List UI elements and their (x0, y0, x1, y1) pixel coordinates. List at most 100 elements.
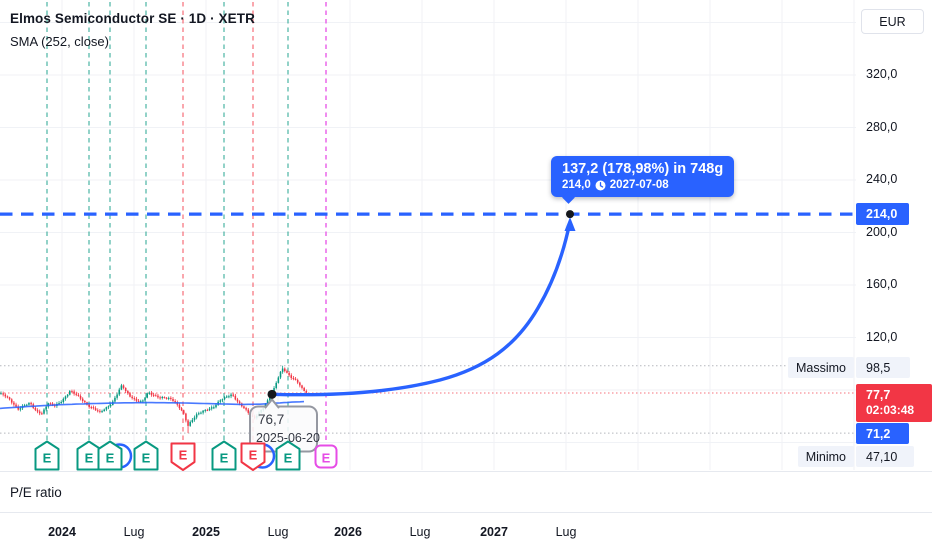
projection-start-price: 76,7 (258, 412, 284, 427)
projection-points-layer (267, 210, 574, 399)
candle-body (120, 385, 123, 390)
candle-body (174, 401, 176, 403)
candle-body (200, 412, 202, 414)
time-axis-label[interactable]: 2026 (334, 525, 362, 539)
candle-body (238, 401, 241, 404)
candle-body (303, 387, 305, 391)
earnings-badge-beat[interactable]: E (133, 440, 159, 471)
candle-body (43, 409, 45, 414)
candle-body (58, 403, 60, 405)
candle-body (299, 382, 301, 386)
candle-body (204, 409, 207, 411)
candle-body (0, 393, 2, 395)
earnings-badge-miss[interactable]: E (170, 442, 196, 471)
projection-start-point[interactable] (267, 389, 277, 399)
candle-body (124, 387, 127, 392)
time-axis-label[interactable]: Lug (267, 525, 289, 539)
clock-icon (595, 180, 606, 190)
candle-body (38, 411, 41, 414)
candle-body (215, 404, 217, 408)
candle-body (77, 394, 80, 397)
candle-body (225, 396, 228, 398)
candle-body (198, 413, 200, 415)
candle-body (301, 385, 303, 388)
candle-body (49, 403, 52, 405)
candle-body (213, 407, 215, 409)
currency-button[interactable]: EUR (861, 9, 924, 34)
time-axis-label[interactable]: Lug (409, 525, 431, 539)
candle-body (191, 419, 194, 423)
time-axis-label[interactable]: 2024 (48, 525, 76, 539)
price-level-lines-layer (0, 365, 856, 434)
candle-body (210, 407, 213, 409)
projection-arrowhead (564, 217, 576, 231)
projection-start-label-tail (264, 397, 280, 409)
candle-body (180, 408, 183, 411)
candle-body (189, 422, 191, 426)
earnings-badge-upcoming[interactable]: E (314, 444, 338, 469)
earnings-badge-letter: E (322, 451, 331, 466)
candle-body (71, 391, 73, 393)
candle-body (36, 410, 39, 412)
time-axis-label[interactable]: 2025 (192, 525, 220, 539)
candle-body (247, 409, 250, 413)
candle-body (163, 397, 166, 399)
earnings-event-lines-layer (46, 2, 327, 441)
candle-body (13, 402, 15, 405)
time-axis-label[interactable]: Lug (555, 525, 577, 539)
earnings-badge-miss[interactable]: E (240, 442, 276, 471)
candle-body (139, 401, 142, 403)
pe-ratio-pane-label[interactable]: P/E ratio (10, 485, 62, 500)
candle-body (26, 404, 28, 406)
earnings-beat-shape (211, 440, 237, 471)
candlestick-series[interactable] (0, 365, 308, 434)
candle-body (159, 397, 161, 399)
candle-body (131, 396, 133, 399)
candle-body (182, 410, 185, 414)
time-axis-label[interactable]: Lug (123, 525, 145, 539)
candle-body (305, 390, 308, 393)
candle-body (288, 372, 290, 376)
indicator-legend-sma[interactable]: SMA (252, close) (10, 34, 109, 49)
projection-end-point[interactable] (566, 210, 574, 219)
projection-target-date: 2027-07-08 (609, 179, 669, 191)
earnings-badge-beat[interactable]: E (97, 440, 133, 471)
candle-body (144, 397, 146, 401)
candle-body (284, 368, 286, 372)
earnings-badge-letter: E (220, 451, 229, 466)
candle-body (290, 375, 293, 378)
earnings-badge-beat[interactable]: E (275, 440, 301, 471)
earnings-miss-shape (240, 442, 266, 471)
candle-body (118, 389, 121, 395)
candle-body (109, 405, 112, 407)
candle-body (167, 397, 170, 399)
grid-layer (0, 0, 856, 470)
candle-body (122, 385, 125, 388)
pane-separator[interactable] (0, 471, 932, 472)
earnings-badge-letter: E (142, 451, 151, 466)
earnings-badge-beat[interactable]: E (76, 440, 102, 471)
candle-body (99, 410, 101, 412)
time-axis-label[interactable]: 2027 (480, 525, 508, 539)
earnings-badge-beat[interactable]: E (211, 440, 237, 471)
candle-body (62, 398, 65, 403)
candle-body (45, 406, 47, 410)
candle-body (161, 397, 164, 399)
sma-line (0, 400, 305, 410)
candle-body (155, 395, 157, 397)
candle-body (64, 396, 67, 399)
candle-body (187, 420, 189, 426)
candle-body (129, 393, 131, 397)
earnings-badge-letter: E (106, 451, 115, 466)
candle-body (193, 417, 196, 420)
projection-start-label: 76,7 2025-06-20 (249, 397, 320, 453)
candle-body (10, 399, 13, 403)
candle-body (208, 408, 211, 411)
symbol-title[interactable]: Elmos Semiconductor SE · 1D · XETR (10, 11, 255, 26)
candle-body (73, 391, 75, 394)
earnings-badge-beat[interactable]: E (34, 440, 60, 471)
candle-body (101, 411, 103, 413)
